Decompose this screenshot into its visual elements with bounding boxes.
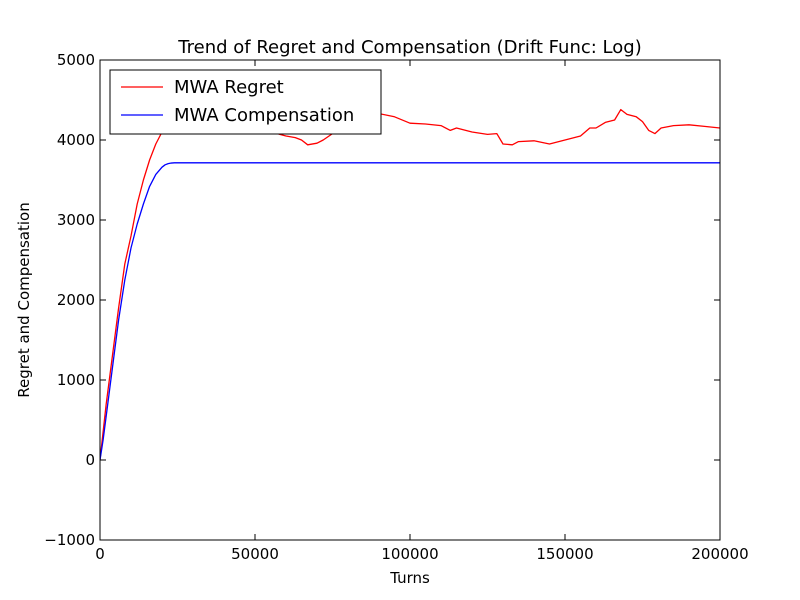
tick-label-layer: 0 50000 100000 150000 200000−100001000200030… [44,51,748,563]
legend-label-mwa-compensation: MWA Compensation [174,105,354,126]
x-tick-label: 0 [95,545,105,563]
plot-frame [99,59,721,541]
y-tick-label: −1000 [44,531,95,549]
legend: MWA Regret MWA Compensation [109,69,382,135]
x-tick-label: 150000 [536,545,593,563]
chart-title: Trend of Regret and Compensation (Drift … [177,37,641,58]
plot-area [99,59,721,541]
series-line-mwa-compensation [100,162,720,461]
plot-background [100,60,720,540]
y-tick-label: 2000 [57,291,95,309]
y-tick-label: 1000 [57,371,95,389]
y-tick-label: 5000 [57,51,95,69]
x-tick-label: 50000 [231,545,279,563]
y-tick-label: 3000 [57,211,95,229]
x-tick-label: 100000 [381,545,438,563]
y-axis-title: Regret and Compensation [15,202,33,397]
y-tick-label: 4000 [57,131,95,149]
x-axis-title: Turns [389,569,430,587]
y-tick-label: 0 [85,451,95,469]
x-tick-label: 200000 [691,545,748,563]
legend-box [109,69,382,135]
legend-label-mwa-regret: MWA Regret [174,77,284,98]
